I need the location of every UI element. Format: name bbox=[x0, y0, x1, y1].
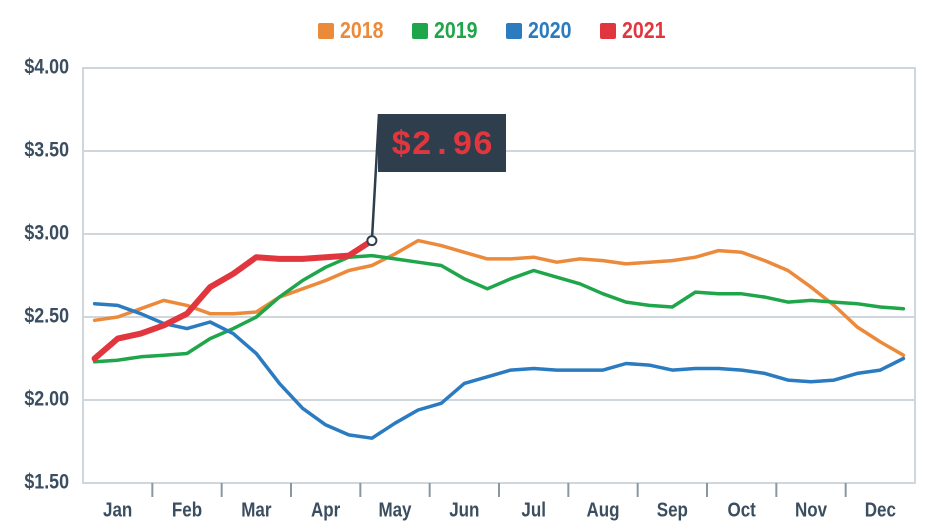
x-tick-label: Mar bbox=[241, 498, 271, 521]
x-tick-label: Nov bbox=[795, 498, 828, 521]
legend-label: 2020 bbox=[528, 18, 571, 44]
x-tick-label: Oct bbox=[728, 498, 756, 521]
x-tick-label: Apr bbox=[311, 498, 340, 521]
legend-swatch bbox=[318, 23, 334, 39]
legend-label: 2019 bbox=[434, 18, 478, 44]
legend-swatch bbox=[412, 23, 428, 39]
x-tick-label: May bbox=[378, 498, 412, 521]
x-tick-label: Jan bbox=[103, 498, 132, 521]
legend-label: 2021 bbox=[622, 18, 666, 44]
y-tick-label: $2.50 bbox=[24, 304, 69, 328]
x-tick-label: Feb bbox=[172, 498, 202, 521]
x-tick-label: Dec bbox=[865, 498, 896, 521]
x-tick-label: Aug bbox=[586, 498, 619, 521]
y-tick-label: $2.00 bbox=[24, 387, 69, 411]
y-tick-label: $3.50 bbox=[24, 138, 69, 162]
legend-label: 2018 bbox=[340, 18, 384, 44]
x-tick-label: Jun bbox=[449, 498, 479, 521]
x-tick-label: Sep bbox=[657, 498, 688, 521]
annotation-point bbox=[366, 235, 378, 247]
y-tick-label: $4.00 bbox=[24, 55, 69, 79]
annotation-pole bbox=[370, 113, 381, 241]
y-tick-label: $1.50 bbox=[24, 470, 69, 494]
y-tick-label: $3.00 bbox=[24, 221, 69, 245]
x-tick-label: Jul bbox=[521, 498, 546, 521]
annotation-box bbox=[378, 114, 506, 172]
legend-swatch bbox=[506, 23, 522, 39]
series-line bbox=[91, 237, 375, 362]
series-line bbox=[92, 301, 906, 440]
annotation-label: $2.96 bbox=[391, 127, 493, 165]
series-line bbox=[92, 238, 906, 357]
legend-swatch bbox=[600, 23, 616, 39]
